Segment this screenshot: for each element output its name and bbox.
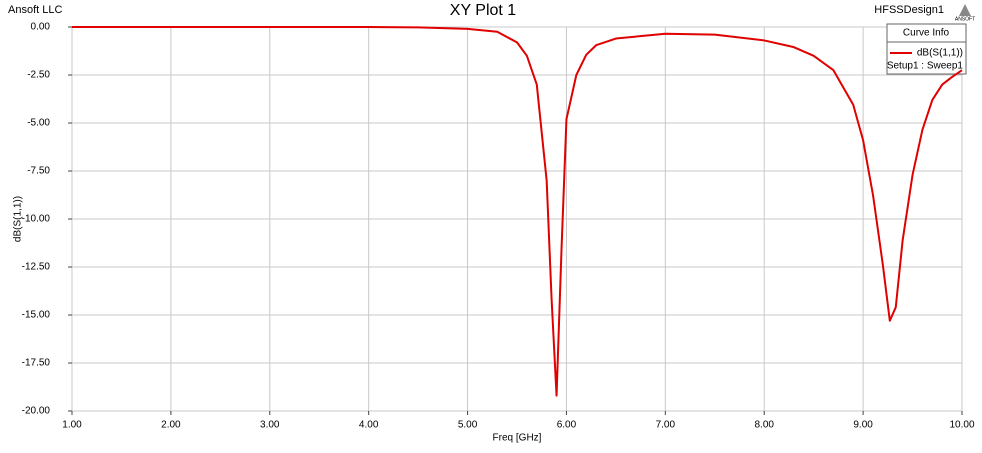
y-tick-label: -12.50	[22, 262, 51, 273]
y-tick-label: -5.00	[27, 118, 50, 129]
x-tick-label: 4.00	[359, 420, 379, 431]
chart-title: XY Plot 1	[450, 2, 517, 19]
x-tick-label: 3.00	[260, 420, 280, 431]
legend-label: dB(S(1,1))	[917, 48, 963, 59]
x-tick-label: 1.00	[62, 420, 82, 431]
x-tick-label: 8.00	[754, 420, 774, 431]
x-tick-label: 6.00	[557, 420, 577, 431]
x-tick-label: 5.00	[458, 420, 478, 431]
x-tick-label: 9.00	[853, 420, 873, 431]
data-line	[72, 26, 963, 397]
design-name: HFSSDesign1	[874, 4, 944, 16]
y-axis-label: dB(S(1,1))	[13, 196, 24, 242]
y-tick-label: 0.00	[31, 22, 51, 33]
legend-subtitle: Setup1 : Sweep1	[887, 61, 964, 72]
y-tick-label: -10.00	[22, 214, 51, 225]
x-axis-label: Freq [GHz]	[493, 433, 542, 444]
y-tick-label: -17.50	[22, 358, 51, 369]
x-tick-label: 10.00	[949, 420, 974, 431]
x-tick-label: 2.00	[161, 420, 181, 431]
grid	[71, 26, 963, 412]
y-tick-label: -2.50	[27, 70, 50, 81]
logo-text: ANSOFT	[955, 16, 975, 22]
logo-icon	[959, 4, 971, 16]
x-tick-label: 7.00	[656, 420, 676, 431]
y-tick-label: -7.50	[27, 166, 50, 177]
legend: Curve Info Setup1 : Sweep1 dB(S(1,1))	[886, 23, 967, 75]
company: Ansoft LLC	[8, 4, 62, 16]
legend-title: Curve Info	[903, 28, 950, 39]
y-tick-label: -15.00	[22, 310, 51, 321]
y-tick-label: -20.00	[22, 406, 51, 417]
legend-box	[886, 23, 967, 75]
